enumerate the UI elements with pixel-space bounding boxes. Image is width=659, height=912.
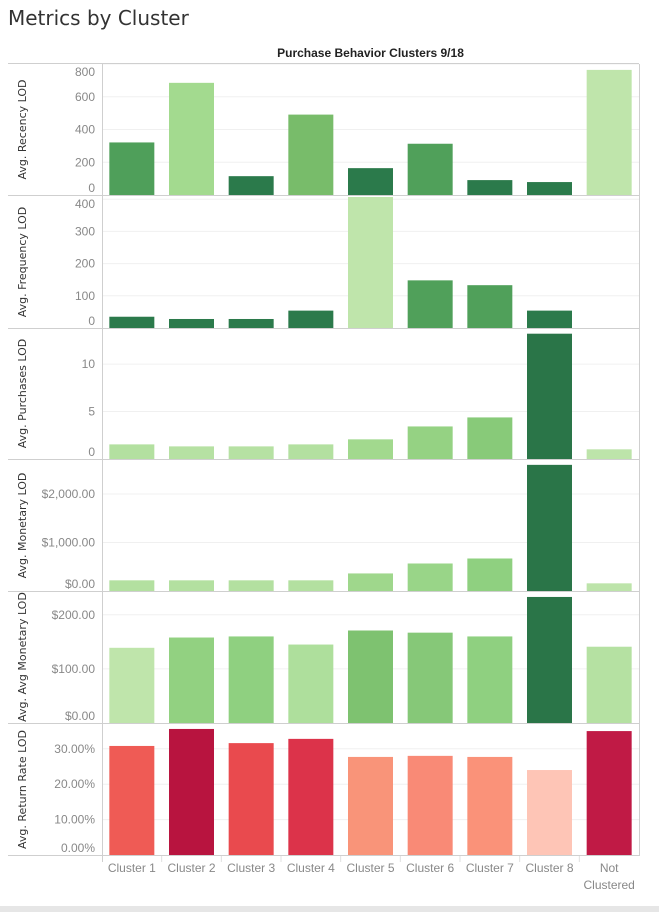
y-tick-label: 0	[88, 181, 95, 195]
y-axis-label: Avg. Avg Monetary LOD	[16, 592, 29, 722]
x-category-label: Cluster 8	[525, 861, 573, 875]
y-tick-label: 100	[75, 289, 95, 303]
bar	[228, 743, 274, 855]
bar	[586, 449, 632, 459]
bar	[467, 285, 513, 328]
y-tick-label: 400	[75, 197, 95, 211]
y-tick-label: 0	[88, 445, 95, 459]
bar	[467, 756, 513, 855]
bar	[527, 310, 572, 328]
y-tick-label: 0	[88, 314, 95, 328]
y-tick-label: 200	[75, 155, 95, 169]
bar	[109, 745, 155, 855]
bar	[586, 69, 632, 195]
bar	[527, 770, 572, 855]
bar	[527, 464, 572, 591]
y-tick-label: $200.00	[52, 608, 96, 622]
bar	[348, 630, 393, 723]
x-category-label: Cluster 2	[167, 861, 215, 875]
y-axis-label: Avg. Frequency LOD	[16, 207, 29, 318]
bar	[169, 728, 214, 855]
footer-bar	[0, 906, 659, 912]
bar	[407, 632, 453, 723]
y-tick-label: 10	[82, 357, 96, 371]
bar	[467, 558, 513, 591]
bar	[109, 647, 155, 723]
bar	[348, 573, 393, 591]
bar	[288, 114, 334, 195]
bar	[109, 580, 155, 591]
y-tick-label: 200	[75, 257, 95, 271]
y-tick-label: $2,000.00	[42, 487, 96, 501]
y-axis-label: Avg. Purchases LOD	[16, 339, 29, 448]
bar	[288, 644, 334, 723]
bar	[228, 176, 274, 195]
bar	[527, 182, 572, 195]
bar	[467, 636, 513, 723]
y-tick-label: 400	[75, 123, 95, 137]
bar	[467, 417, 513, 459]
bar	[586, 583, 632, 591]
bar	[407, 426, 453, 459]
bar	[348, 439, 393, 459]
x-category-label: Not	[600, 861, 619, 875]
x-category-label: Clustered	[583, 878, 634, 892]
x-category-label: Cluster 1	[108, 861, 156, 875]
bar	[288, 444, 334, 459]
y-tick-label: 0.00%	[61, 841, 95, 855]
bar	[228, 446, 274, 459]
bar	[407, 563, 453, 591]
bar	[288, 580, 334, 591]
bar	[288, 310, 334, 328]
bar	[348, 197, 393, 328]
bar	[228, 636, 274, 723]
bar	[109, 142, 155, 195]
y-tick-label: 20.00%	[54, 777, 95, 791]
bar	[228, 580, 274, 591]
bar	[169, 82, 214, 195]
y-tick-label: 300	[75, 224, 95, 238]
y-axis-label: Avg. Return Rate LOD	[16, 730, 29, 849]
y-axis-label: Avg. Monetary LOD	[16, 473, 29, 579]
x-category-label: Cluster 3	[227, 861, 275, 875]
bar	[407, 280, 453, 328]
y-tick-label: 600	[75, 90, 95, 104]
y-tick-label: $0.00	[65, 577, 95, 591]
y-tick-label: 5	[88, 405, 95, 419]
x-category-label: Cluster 5	[346, 861, 394, 875]
bar	[288, 738, 334, 855]
bar	[407, 755, 453, 855]
bar	[586, 731, 632, 855]
x-category-label: Cluster 4	[287, 861, 335, 875]
bar	[169, 318, 214, 328]
bar	[467, 180, 513, 195]
y-tick-label: 30.00%	[54, 742, 95, 756]
y-axis-label: Avg. Recency LOD	[16, 80, 29, 180]
y-tick-label: $1,000.00	[42, 535, 96, 549]
bar	[169, 637, 214, 723]
x-category-label: Cluster 6	[406, 861, 454, 875]
bar	[109, 444, 155, 459]
bar	[228, 318, 274, 328]
bar	[348, 756, 393, 855]
page-title: Metrics by Cluster	[8, 6, 189, 30]
y-tick-label: $0.00	[65, 709, 95, 723]
bar	[527, 596, 572, 723]
bar	[109, 316, 155, 328]
bar	[169, 580, 214, 591]
bar	[586, 646, 632, 723]
bar	[407, 143, 453, 195]
y-tick-label: $100.00	[52, 662, 96, 676]
x-category-label: Cluster 7	[466, 861, 514, 875]
bar	[348, 168, 393, 195]
bar	[527, 333, 572, 459]
y-tick-label: 800	[75, 65, 95, 79]
chart-subtitle: Purchase Behavior Clusters 9/18	[277, 46, 464, 60]
bar	[169, 446, 214, 459]
y-tick-label: 10.00%	[54, 813, 95, 827]
